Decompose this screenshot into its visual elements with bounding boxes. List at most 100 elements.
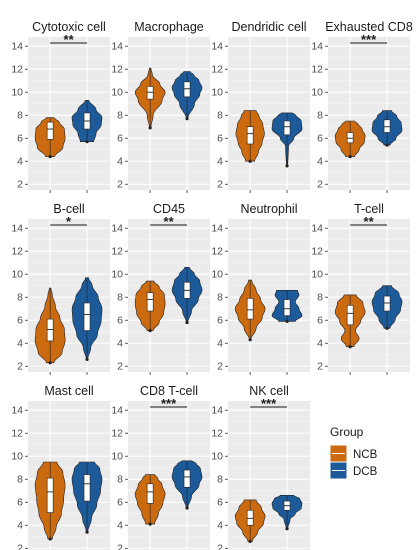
panel-title-macrophage: Macrophage — [134, 20, 204, 34]
y-tick-label: 14 — [211, 223, 223, 235]
panel-title-mast-cell: Mast cell — [44, 384, 93, 398]
y-tick-label: 8 — [117, 474, 123, 486]
y-tick-label: 10 — [311, 269, 323, 281]
box-ncb — [246, 509, 254, 526]
y-tick-label: 6 — [317, 133, 323, 145]
box-dcb — [383, 119, 391, 133]
point-min-ncb — [148, 126, 152, 130]
panels: Cytotoxic cell 2 4 6 8 10 12 14 ** Macrophage 2 4 6 8… — [11, 20, 413, 550]
box-ncb — [46, 121, 54, 140]
y-tick-label: 8 — [217, 110, 223, 122]
point-min-ncb — [48, 155, 52, 159]
box-ncb — [146, 483, 154, 504]
point-min-ncb — [248, 539, 252, 543]
legend-label-dcb: DCB — [353, 466, 378, 478]
y-tick-label: 4 — [117, 156, 123, 168]
y-tick-label: 10 — [11, 87, 23, 99]
point-min-ncb — [348, 155, 352, 159]
significance-label: ** — [164, 214, 175, 229]
y-tick-label: 2 — [217, 179, 223, 191]
y-tick-label: 4 — [17, 520, 23, 532]
panel-background — [228, 37, 310, 190]
box-ncb — [346, 132, 354, 144]
panel-title-cytotoxic-cell: Cytotoxic cell — [32, 20, 106, 34]
y-tick-label: 10 — [211, 87, 223, 99]
y-tick-label: 4 — [317, 338, 323, 350]
y-tick-label: 10 — [11, 269, 23, 281]
point-min-dcb — [385, 143, 389, 147]
y-tick-label: 4 — [317, 156, 323, 168]
point-min-ncb — [248, 159, 252, 163]
significance-label: * — [66, 214, 72, 229]
legend: Group NCB DCB — [329, 425, 378, 480]
y-tick-label: 12 — [311, 246, 323, 258]
y-tick-label: 6 — [217, 315, 223, 327]
y-tick-label: 8 — [317, 110, 323, 122]
y-tick-label: 12 — [111, 246, 123, 258]
box-dcb — [183, 469, 191, 488]
panel-title-neutrophil: Neutrophil — [241, 202, 298, 216]
point-min-dcb — [285, 164, 289, 168]
y-tick-label: 8 — [217, 292, 223, 304]
y-tick-label: 4 — [217, 338, 223, 350]
y-tick-label: 2 — [17, 543, 23, 550]
y-tick-label: 10 — [311, 87, 323, 99]
y-tick-label: 6 — [17, 133, 23, 145]
legend-title: Group — [330, 425, 364, 439]
point-min-dcb — [185, 117, 189, 121]
box-ncb — [146, 86, 154, 100]
y-tick-label: 14 — [11, 223, 23, 235]
point-min-dcb — [85, 357, 89, 361]
panel-nk-cell: NK cell 2 4 6 8 10 12 14 *** — [211, 384, 310, 550]
y-tick-label: 14 — [211, 41, 223, 53]
y-tick-label: 12 — [111, 428, 123, 440]
y-tick-label: 2 — [317, 361, 323, 373]
y-tick-label: 14 — [11, 41, 23, 53]
legend-entry-dcb: DCB — [329, 461, 378, 480]
panel-cd45: CD45 2 4 6 8 10 12 14 ** — [111, 202, 210, 375]
panel-title-exhausted-cd8: Exhausted CD8 — [325, 20, 413, 34]
y-tick-label: 4 — [17, 156, 23, 168]
box-dcb — [283, 120, 291, 136]
y-tick-label: 10 — [111, 87, 123, 99]
y-tick-label: 14 — [111, 405, 123, 417]
point-min-ncb — [48, 361, 52, 365]
y-tick-label: 6 — [17, 497, 23, 509]
box-ncb — [246, 126, 254, 145]
panel-title-b-cell: B-cell — [53, 202, 84, 216]
point-min-ncb — [248, 338, 252, 342]
y-tick-label: 6 — [217, 133, 223, 145]
box-ncb — [346, 304, 354, 326]
panel-background — [328, 37, 410, 190]
significance-label: *** — [261, 396, 277, 411]
significance-label: *** — [361, 32, 377, 47]
y-tick-label: 2 — [17, 179, 23, 191]
box-ncb — [246, 298, 254, 320]
y-tick-label: 8 — [17, 474, 23, 486]
legend-entry-ncb: NCB — [329, 444, 378, 463]
box-dcb — [83, 302, 91, 331]
y-tick-label: 6 — [117, 315, 123, 327]
y-tick-label: 14 — [311, 41, 323, 53]
y-tick-label: 6 — [317, 315, 323, 327]
point-min-ncb — [48, 537, 52, 541]
y-tick-label: 8 — [117, 292, 123, 304]
y-tick-label: 2 — [217, 543, 223, 550]
panel-cytotoxic-cell: Cytotoxic cell 2 4 6 8 10 12 14 ** — [11, 20, 110, 193]
panel-t-cell: T-cell 2 4 6 8 10 12 14 ** — [311, 202, 410, 375]
y-tick-label: 12 — [11, 246, 23, 258]
y-tick-label: 10 — [11, 451, 23, 463]
y-tick-label: 10 — [111, 451, 123, 463]
y-tick-label: 10 — [211, 269, 223, 281]
y-tick-label: 6 — [117, 497, 123, 509]
y-tick-label: 6 — [17, 315, 23, 327]
y-tick-label: 8 — [217, 474, 223, 486]
y-tick-label: 8 — [117, 110, 123, 122]
panel-neutrophil: Neutrophil 2 4 6 8 10 12 14 — [211, 202, 310, 375]
y-tick-label: 4 — [117, 520, 123, 532]
y-tick-label: 12 — [211, 64, 223, 76]
y-tick-label: 14 — [311, 223, 323, 235]
panel-dendridic-cell: Dendridic cell 2 4 6 8 10 12 14 — [211, 20, 310, 193]
y-tick-label: 14 — [211, 405, 223, 417]
